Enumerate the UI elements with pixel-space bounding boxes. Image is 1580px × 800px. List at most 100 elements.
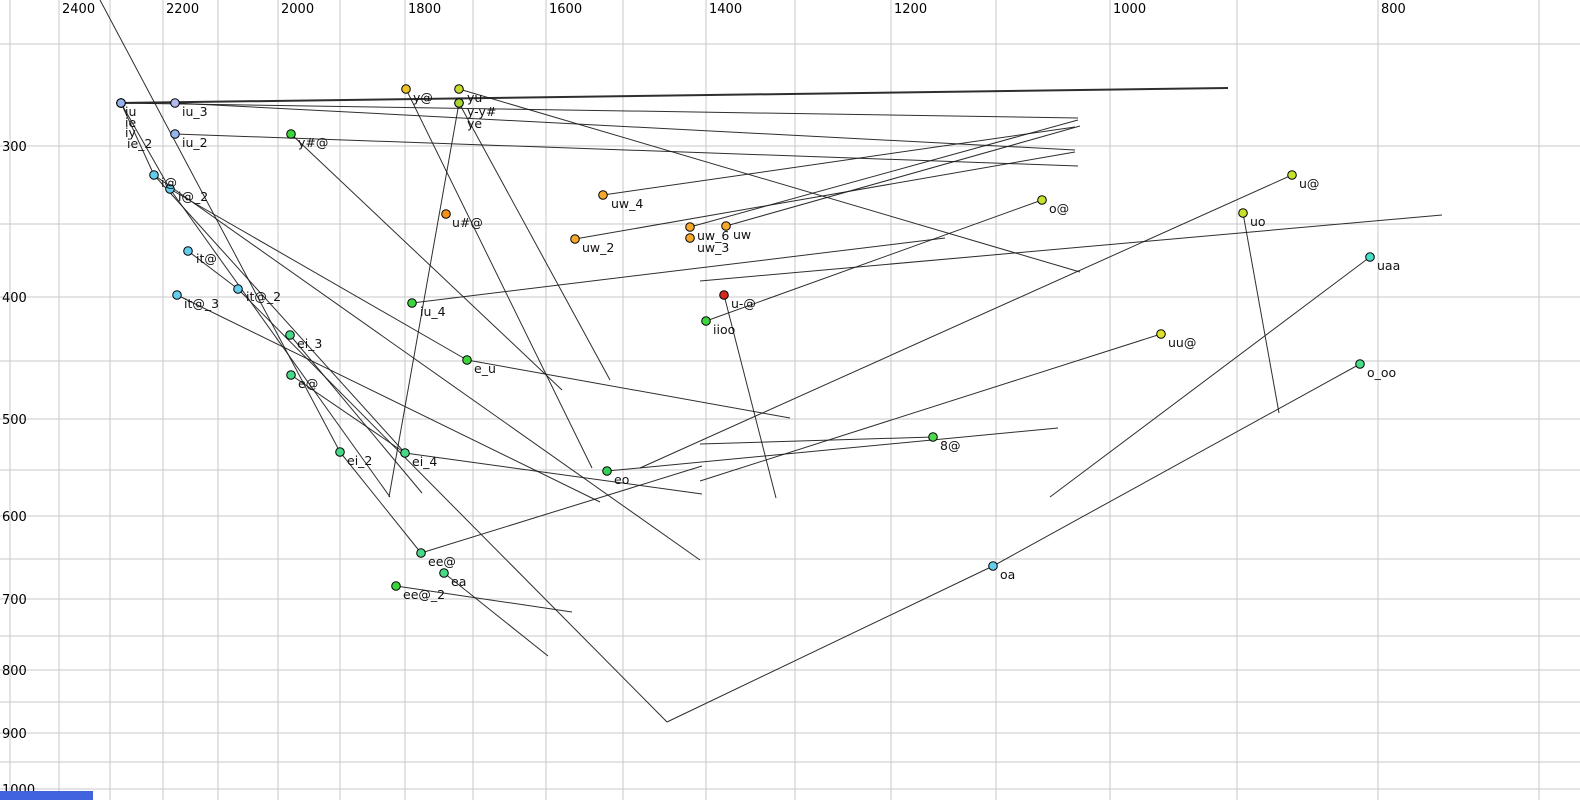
- trajectory-line: [174, 133, 1079, 167]
- data-points-layer: [116, 84, 1375, 591]
- trajectory-line: [458, 102, 611, 381]
- data-point-uaa[interactable]: [1365, 252, 1375, 262]
- trajectory-line: [699, 333, 1162, 482]
- y-axis-tick-400: 400: [2, 291, 27, 306]
- data-point-uw_4[interactable]: [598, 190, 608, 200]
- trajectory-line: [689, 119, 1079, 228]
- data-point-uu@[interactable]: [1156, 329, 1166, 339]
- trajectory-line: [699, 214, 1443, 282]
- data-point-o_oo[interactable]: [1355, 359, 1365, 369]
- data-point-u#@[interactable]: [441, 209, 451, 219]
- data-point-e@[interactable]: [286, 370, 296, 380]
- data-point-u-@[interactable]: [719, 290, 729, 300]
- point-label-ei_4: ei_4: [412, 454, 437, 469]
- trajectory-line: [237, 288, 668, 723]
- trajectory-line: [120, 87, 1229, 104]
- data-point-iioo[interactable]: [701, 316, 711, 326]
- trajectory-line: [1049, 256, 1371, 498]
- trajectory-line: [639, 174, 1293, 469]
- trajectory-lines-layer: [99, 0, 1443, 723]
- point-label-iu: iu: [125, 104, 136, 119]
- axis-tick-labels-layer: 2400 2200 2000 1800 1600 1400 1200 1000 800 300 40…: [2, 2, 1406, 798]
- data-point-uw_6[interactable]: [685, 222, 695, 232]
- data-point-u@[interactable]: [1287, 170, 1297, 180]
- trajectory-line: [169, 188, 468, 361]
- data-point-y@[interactable]: [401, 84, 411, 94]
- point-label-y-y#: y-y#: [467, 104, 496, 119]
- data-point-ye[interactable]: [454, 98, 464, 108]
- data-point-ee@_2[interactable]: [391, 581, 401, 591]
- y-axis-tick-700: 700: [2, 593, 27, 608]
- bottom-scrollbar-thumb[interactable]: [0, 791, 93, 800]
- data-point-it@_2[interactable]: [233, 284, 243, 294]
- data-point-ie_2[interactable]: [116, 98, 126, 108]
- trajectory-line: [120, 102, 155, 176]
- point-label-o@: o@: [1049, 201, 1069, 216]
- point-label-uw_3: uw_3: [697, 240, 729, 255]
- data-point-uw_3[interactable]: [685, 233, 695, 243]
- data-point-ee@[interactable]: [416, 548, 426, 558]
- data-point-8@[interactable]: [928, 432, 938, 442]
- data-point-iu_4[interactable]: [407, 298, 417, 308]
- point-label-ye: ye: [467, 116, 482, 131]
- data-point-i@[interactable]: [149, 170, 159, 180]
- data-point-ei_2[interactable]: [335, 447, 345, 457]
- point-label-it@: it@: [196, 251, 217, 266]
- trajectory-line: [339, 451, 422, 554]
- trajectory-line: [466, 359, 791, 419]
- data-point-uw_2[interactable]: [570, 234, 580, 244]
- trajectory-line: [153, 174, 701, 561]
- point-label-e_u: e_u: [474, 361, 496, 376]
- data-point-ea[interactable]: [439, 568, 449, 578]
- data-point-ei_4[interactable]: [400, 448, 410, 458]
- data-point-it@[interactable]: [183, 246, 193, 256]
- point-label-yu: yu: [467, 90, 482, 105]
- point-label-ie: ie: [125, 115, 136, 130]
- trajectory-line: [153, 174, 406, 454]
- y-axis-tick-800: 800: [2, 664, 27, 679]
- data-point-ei_3[interactable]: [285, 330, 295, 340]
- x-axis-tick-2400: 2400: [62, 2, 95, 17]
- data-point-yu[interactable]: [454, 84, 464, 94]
- trajectory-line: [395, 585, 573, 613]
- point-label-it@_2: it@_2: [246, 289, 281, 304]
- point-label-u#@: u#@: [452, 215, 483, 230]
- point-label-y#@: y#@: [298, 135, 328, 150]
- data-point-o@[interactable]: [1037, 195, 1047, 205]
- trajectory-line: [120, 102, 171, 190]
- trajectory-line: [574, 151, 1076, 240]
- point-label-iu_3: iu_3: [182, 104, 208, 119]
- data-point-oa[interactable]: [988, 561, 998, 571]
- x-axis-tick-1400: 1400: [709, 2, 742, 17]
- point-label-i@_2: i@_2: [178, 189, 208, 204]
- trajectory-line: [420, 465, 703, 554]
- trajectory-line: [290, 133, 563, 391]
- data-point-uo[interactable]: [1238, 208, 1248, 218]
- point-label-8@: 8@: [940, 438, 960, 453]
- data-point-y#@[interactable]: [286, 129, 296, 139]
- point-label-ee@_2: ee@_2: [403, 587, 445, 602]
- point-label-o_oo: o_oo: [1367, 365, 1396, 380]
- trajectory-line: [405, 88, 593, 469]
- data-point-iu_2[interactable]: [170, 129, 180, 139]
- trajectory-line: [606, 427, 1059, 472]
- point-label-ei_3: ei_3: [297, 336, 322, 351]
- trajectory-line: [602, 126, 1076, 196]
- y-axis-tick-600: 600: [2, 510, 27, 525]
- point-label-iu_2: iu_2: [182, 135, 208, 150]
- trajectory-line: [187, 250, 239, 290]
- data-point-eo[interactable]: [602, 466, 612, 476]
- trajectory-line: [169, 188, 391, 498]
- y-axis-tick-900: 900: [2, 727, 27, 742]
- data-point-e_u[interactable]: [462, 355, 472, 365]
- data-point-iu_3[interactable]: [170, 98, 180, 108]
- point-label-u@: u@: [1299, 176, 1319, 191]
- y-axis-tick-300: 300: [2, 140, 27, 155]
- point-label-uw_2: uw_2: [582, 240, 614, 255]
- data-point-i@_2[interactable]: [165, 184, 175, 194]
- data-point-it@_3[interactable]: [172, 290, 182, 300]
- point-label-uw_4: uw_4: [611, 196, 643, 211]
- trajectory-line: [1242, 212, 1280, 414]
- trajectory-line: [176, 294, 601, 503]
- data-point-uw[interactable]: [721, 221, 731, 231]
